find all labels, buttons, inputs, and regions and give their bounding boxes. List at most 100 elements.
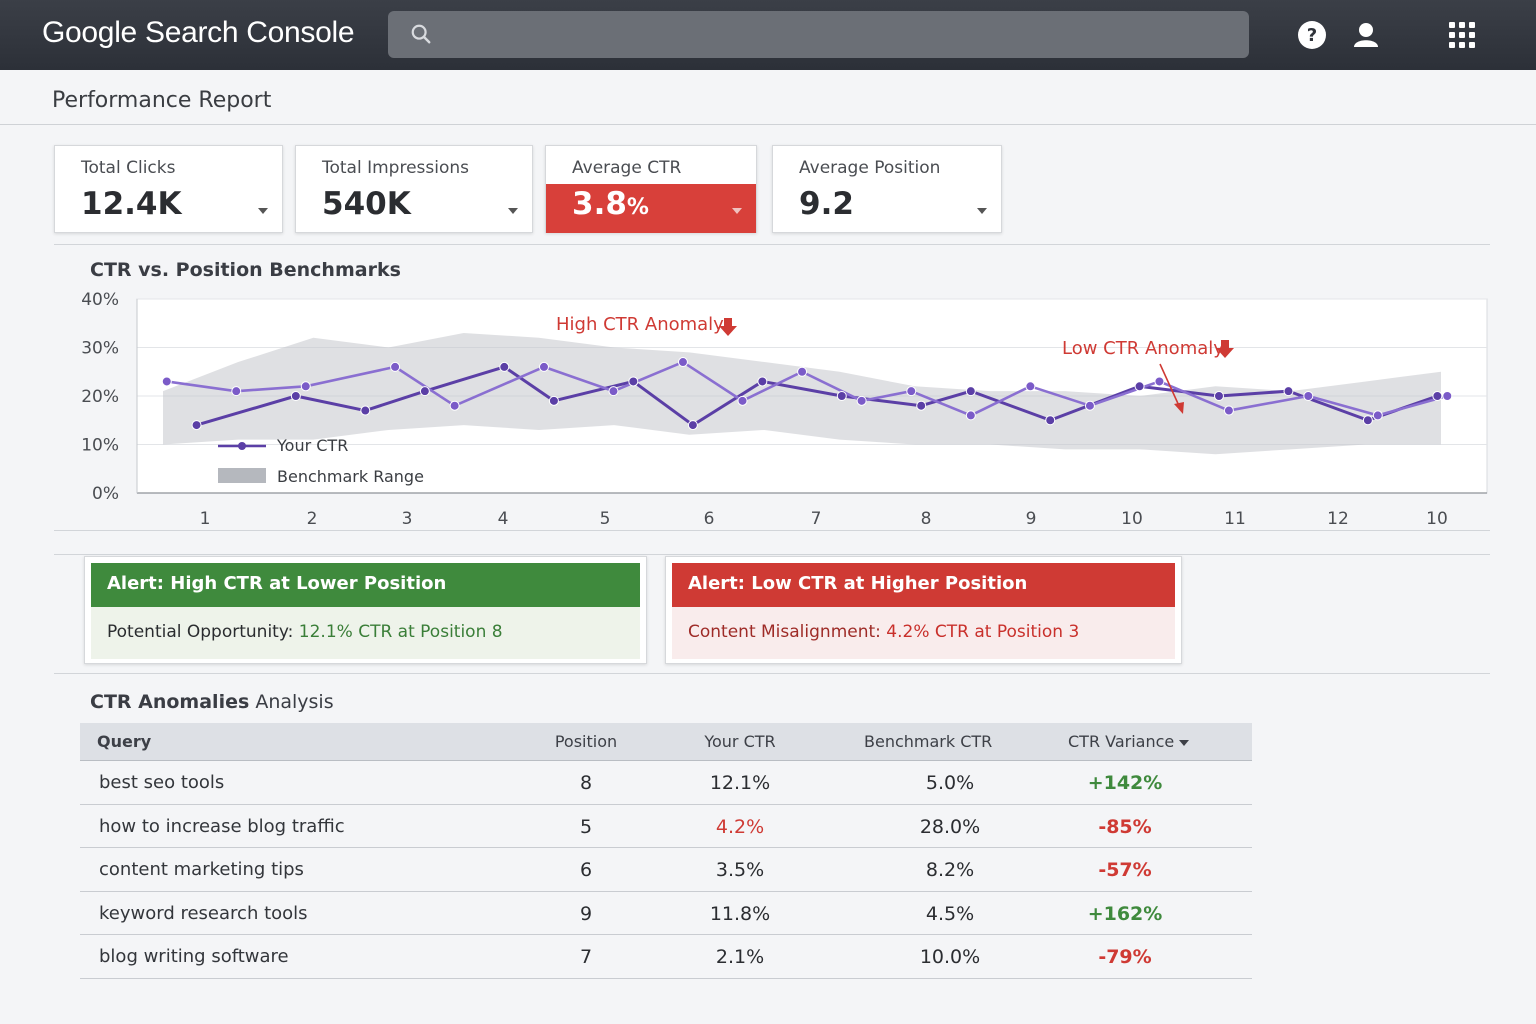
x-tick-label: 1 — [200, 509, 211, 529]
metric-card-total-clicks[interactable]: Total Clicks 12.4K — [54, 145, 283, 233]
cell-your-ctr: 11.8% — [709, 902, 771, 925]
data-point[interactable] — [360, 405, 371, 416]
data-point[interactable] — [757, 376, 768, 387]
data-point[interactable] — [1025, 381, 1036, 392]
metric-card-average-ctr[interactable]: Average CTR 3.8% — [545, 145, 757, 233]
x-tick-label: 10 — [1426, 509, 1448, 529]
column-header-ctr-variance[interactable]: CTR Variance — [1068, 732, 1190, 751]
metric-value: 12.4K — [81, 186, 182, 222]
data-point[interactable] — [449, 400, 460, 411]
y-tick-label: 0% — [92, 484, 119, 504]
metric-value: 3.8% — [572, 186, 649, 222]
data-point[interactable] — [906, 386, 917, 397]
x-tick-label: 9 — [1026, 509, 1037, 529]
series-line-your-ctr[interactable] — [166, 360, 1448, 417]
data-point[interactable] — [538, 361, 549, 372]
data-point[interactable] — [1045, 415, 1056, 426]
chevron-down-icon[interactable] — [732, 208, 742, 214]
column-header-your-ctr[interactable]: Your CTR — [704, 732, 776, 751]
alert-low-ctr[interactable]: Alert: Low CTR at Higher Position Conten… — [665, 556, 1182, 664]
x-tick-label: 2 — [307, 509, 318, 529]
data-point[interactable] — [1442, 391, 1453, 401]
column-header-query[interactable]: Query — [97, 732, 152, 751]
metric-label: Total Clicks — [81, 158, 176, 178]
column-header-benchmark-ctr[interactable]: Benchmark CTR — [864, 732, 993, 751]
data-point[interactable] — [1134, 381, 1145, 392]
data-point[interactable] — [419, 386, 430, 397]
cell-query: blog writing software — [99, 946, 289, 968]
data-point[interactable] — [608, 386, 619, 397]
cell-ctr-variance: -57% — [1098, 859, 1152, 882]
data-point[interactable] — [1283, 386, 1294, 397]
data-point[interactable] — [916, 400, 927, 411]
table-row[interactable]: keyword research tools 9 11.8% 4.5% +162% — [80, 892, 1252, 936]
data-point[interactable] — [856, 395, 867, 406]
data-point[interactable] — [290, 391, 301, 401]
data-point[interactable] — [628, 376, 639, 387]
data-point[interactable] — [1213, 391, 1224, 401]
table-row[interactable]: blog writing software 7 2.1% 10.0% -79% — [80, 935, 1252, 979]
legend-label-benchmark: Benchmark Range — [277, 467, 424, 486]
chevron-down-icon[interactable] — [508, 208, 518, 214]
divider — [54, 244, 1490, 245]
data-point[interactable] — [1303, 391, 1314, 401]
account-icon[interactable] — [1351, 20, 1381, 50]
table-row[interactable]: content marketing tips 6 3.5% 8.2% -57% — [80, 848, 1252, 892]
table-row[interactable]: how to increase blog traffic 5 4.2% 28.0% -8… — [80, 805, 1252, 849]
alert-body-prefix: Content Misalignment: — [688, 622, 881, 642]
data-point[interactable] — [161, 376, 172, 387]
data-point[interactable] — [499, 361, 510, 372]
help-icon[interactable]: ? — [1297, 20, 1327, 50]
data-point[interactable] — [1372, 410, 1383, 421]
cell-benchmark-ctr: 5.0% — [925, 772, 975, 794]
active-metric-highlight — [546, 184, 756, 233]
alert-high-ctr[interactable]: Alert: High CTR at Lower Position Potent… — [84, 556, 647, 664]
data-point[interactable] — [231, 386, 242, 397]
cell-query: content marketing tips — [99, 859, 304, 881]
data-point[interactable] — [965, 410, 976, 421]
metric-card-total-impressions[interactable]: Total Impressions 540K — [295, 145, 533, 233]
data-point[interactable] — [687, 420, 698, 431]
data-point[interactable] — [548, 395, 559, 406]
data-point[interactable] — [797, 366, 808, 377]
cell-your-ctr: 2.1% — [715, 946, 765, 969]
data-point[interactable] — [836, 391, 847, 401]
data-point[interactable] — [390, 361, 401, 372]
cell-position: 8 — [579, 772, 593, 794]
data-point[interactable] — [1432, 391, 1443, 401]
data-point[interactable] — [1084, 400, 1095, 411]
annotation-high-ctr: High CTR Anomaly — [556, 314, 724, 335]
table-body: best seo tools 8 12.1% 5.0% +142% how to incr… — [80, 761, 1252, 979]
apps-grid-icon[interactable] — [1447, 20, 1477, 50]
chevron-down-icon[interactable] — [977, 208, 987, 214]
data-point[interactable] — [1362, 415, 1373, 426]
arrow-down-icon — [1216, 340, 1234, 358]
column-header-position[interactable]: Position — [554, 732, 618, 751]
data-point[interactable] — [965, 386, 976, 397]
data-point[interactable] — [1154, 376, 1165, 387]
data-point[interactable] — [737, 395, 748, 406]
annotation-pointer-head — [1174, 402, 1184, 414]
x-tick-label: 12 — [1327, 509, 1349, 529]
legend-label-your-ctr: Your CTR — [276, 436, 348, 455]
data-point[interactable] — [300, 381, 311, 392]
search-input[interactable] — [444, 19, 1224, 49]
alert-body-value: 12.1% CTR at Position 8 — [298, 622, 503, 642]
metric-card-average-position[interactable]: Average Position 9.2 — [772, 145, 1002, 233]
table-title: CTR Anomalies Analysis — [90, 691, 334, 713]
data-point[interactable] — [1223, 405, 1234, 416]
cell-ctr-variance: +142% — [1087, 772, 1163, 794]
series-line-your-ctr[interactable] — [196, 365, 1438, 427]
divider — [54, 554, 1490, 555]
table-row[interactable]: best seo tools 8 12.1% 5.0% +142% — [80, 761, 1252, 805]
table-header: Query Position Your CTR Benchmark CTR CT… — [80, 723, 1252, 761]
data-point[interactable] — [191, 420, 202, 431]
search-bar[interactable] — [388, 11, 1249, 58]
chevron-down-icon[interactable] — [258, 208, 268, 214]
search-icon[interactable] — [410, 23, 432, 45]
sort-down-icon[interactable] — [1179, 739, 1190, 746]
ctr-position-chart[interactable]: 40%30%20%10%0%1 2 3 4 5 6 7 8 9 10 11 12 10 Your CTR… — [0, 0, 1536, 540]
data-point[interactable] — [677, 357, 688, 368]
top-app-bar: Google Search Console ? — [0, 0, 1536, 70]
product-logo[interactable]: Google Search Console — [42, 16, 355, 50]
